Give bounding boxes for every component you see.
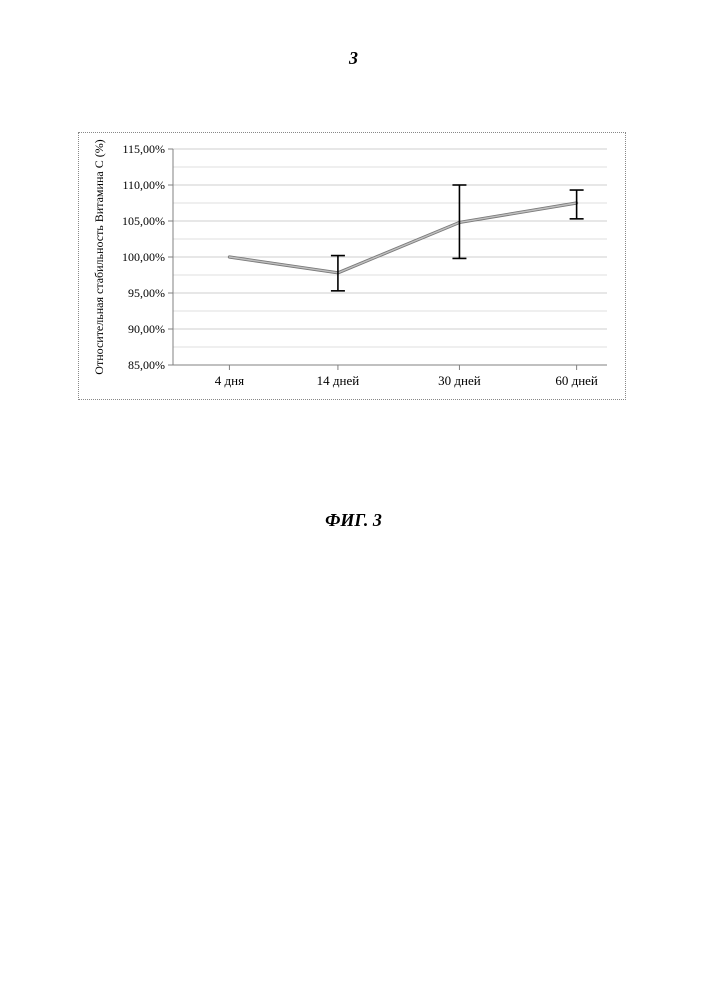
svg-text:30 дней: 30 дней — [438, 373, 481, 388]
figure-container: 85,00% 90,00% 95,00% 100,00% 105,00% 110,00% 1… — [78, 132, 626, 400]
svg-text:105,00%: 105,00% — [122, 214, 165, 228]
svg-text:110,00%: 110,00% — [122, 178, 165, 192]
svg-text:95,00%: 95,00% — [128, 286, 165, 300]
page-number: 3 — [0, 48, 707, 69]
svg-text:60 дней: 60 дней — [555, 373, 598, 388]
svg-text:14 дней: 14 дней — [317, 373, 360, 388]
page: 3 85,00% 90,00% 95,00% 100,00% 105,00% 110,00… — [0, 0, 707, 1000]
figure-caption: ФИГ. 3 — [0, 510, 707, 531]
svg-text:85,00%: 85,00% — [128, 358, 165, 372]
svg-text:100,00%: 100,00% — [122, 250, 165, 264]
svg-text:Относительная стабильность Вит: Относительная стабильность Витамина C (%… — [92, 139, 106, 374]
svg-text:90,00%: 90,00% — [128, 322, 165, 336]
svg-text:4 дня: 4 дня — [215, 373, 244, 388]
line-chart: 85,00% 90,00% 95,00% 100,00% 105,00% 110,00% 1… — [85, 139, 619, 393]
svg-text:115,00%: 115,00% — [122, 142, 165, 156]
